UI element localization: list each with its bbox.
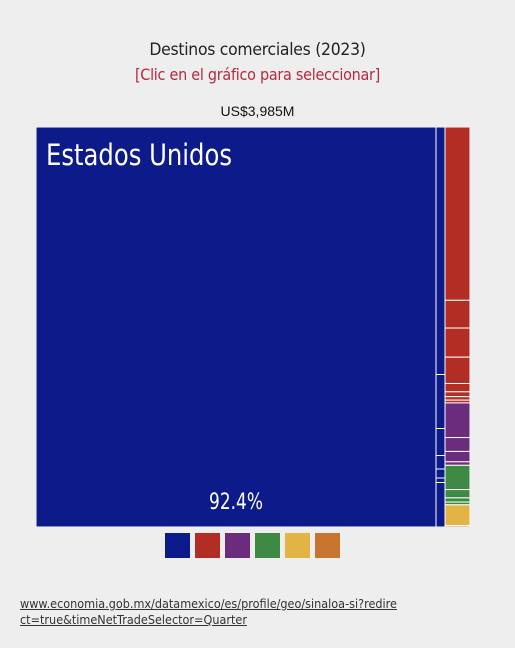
treemap-cell-9[interactable]: [444, 299, 470, 329]
legend-swatch-sa[interactable]: [195, 533, 220, 558]
treemap-cell-4[interactable]: [435, 455, 446, 470]
treemap-cell-20[interactable]: [444, 464, 470, 491]
treemap-cell-11[interactable]: [444, 356, 470, 384]
total-value: US$3,985M: [220, 103, 295, 119]
source-link[interactable]: www.economia.gob.mx/datamexico/es/profil…: [20, 596, 397, 627]
treemap-cell-24[interactable]: [444, 504, 470, 527]
treemap-cell-1[interactable]: [435, 127, 446, 375]
chart-title: Destinos comerciales (2023): [149, 40, 366, 60]
treemap-label-main: Estados Unidos: [46, 138, 232, 172]
treemap-cell-18[interactable]: [444, 450, 470, 463]
treemap-cell-17[interactable]: [444, 437, 470, 452]
treemap-cell-8[interactable]: [444, 127, 470, 301]
treemap-cell-5[interactable]: [435, 468, 446, 479]
legend: [165, 533, 340, 558]
treemap-cell-6[interactable]: [435, 477, 446, 483]
chart-subtitle[interactable]: [Clic en el gráfico para seleccionar]: [134, 65, 381, 84]
treemap-cell-12[interactable]: [444, 382, 470, 393]
legend-swatch-eu[interactable]: [255, 533, 280, 558]
treemap-cell-16[interactable]: [444, 402, 470, 439]
treemap-cell-13[interactable]: [444, 391, 470, 398]
treemap-cell-0[interactable]: [36, 127, 437, 527]
legend-swatch-na[interactable]: [165, 533, 190, 558]
treemap-cell-14[interactable]: [444, 396, 470, 401]
treemap-chart[interactable]: Estados Unidos 92.4%: [36, 127, 470, 527]
treemap-label-main-pct: 92.4%: [209, 490, 263, 515]
treemap-cell-7[interactable]: [435, 482, 446, 528]
legend-swatch-af[interactable]: [285, 533, 310, 558]
treemap-cell-25[interactable]: [444, 525, 470, 527]
treemap-cell-3[interactable]: [435, 428, 446, 456]
legend-swatch-oc[interactable]: [315, 533, 340, 558]
legend-swatch-as[interactable]: [225, 533, 250, 558]
treemap-cell-10[interactable]: [444, 327, 470, 358]
treemap-cell-19[interactable]: [444, 461, 470, 466]
treemap-cell-22[interactable]: [444, 497, 470, 503]
treemap-cell-21[interactable]: [444, 489, 470, 499]
treemap-cell-2[interactable]: [435, 374, 446, 429]
